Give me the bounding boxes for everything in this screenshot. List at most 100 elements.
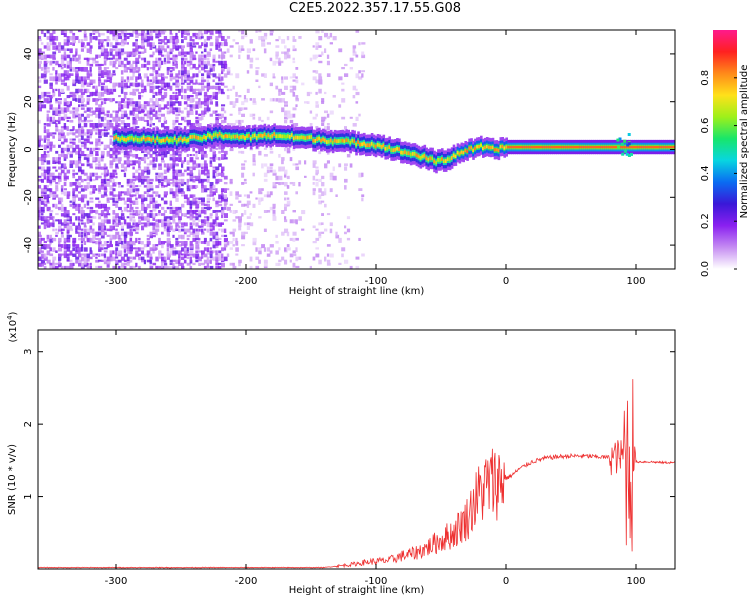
noise-speckle — [338, 76, 343, 81]
noise-speckle — [183, 250, 188, 255]
noise-speckle — [189, 222, 193, 226]
noise-speckle — [324, 228, 328, 232]
noise-speckle — [49, 237, 54, 243]
noise-speckle — [149, 262, 152, 267]
noise-speckle — [292, 182, 296, 186]
noise-speckle — [98, 244, 101, 249]
noise-speckle — [166, 67, 170, 71]
noise-speckle — [155, 32, 160, 36]
noise-speckle — [120, 222, 124, 225]
noise-speckle — [152, 51, 155, 56]
noise-speckle — [158, 85, 161, 88]
noise-speckle — [80, 244, 84, 249]
signal-band-cell — [382, 143, 386, 148]
noise-speckle — [103, 185, 107, 190]
noise-speckle — [146, 237, 150, 241]
noise-speckle — [98, 163, 101, 167]
noise-speckle — [169, 76, 173, 82]
noise-speckle — [172, 95, 176, 100]
noise-speckle — [95, 172, 98, 176]
noise-speckle — [263, 247, 267, 252]
noise-speckle — [186, 82, 191, 85]
noise-speckle — [66, 150, 70, 155]
noise-speckle — [55, 213, 59, 216]
signal-band-cell — [234, 134, 237, 139]
signal-blob-cell — [621, 152, 625, 156]
noise-speckle — [281, 210, 285, 214]
noise-speckle — [232, 237, 235, 242]
noise-speckle — [106, 154, 110, 157]
noise-speckle — [43, 157, 47, 161]
noise-speckle — [132, 172, 136, 176]
noise-speckle — [152, 228, 157, 233]
noise-speckle — [46, 95, 51, 98]
signal-band-cell — [513, 145, 516, 149]
noise-speckle — [109, 197, 114, 200]
signal-band-cell — [653, 145, 657, 149]
noise-speckle — [201, 210, 205, 214]
noise-speckle — [143, 175, 148, 179]
noise-speckle — [38, 203, 41, 208]
noise-speckle — [275, 241, 279, 244]
noise-speckle — [258, 200, 261, 205]
noise-speckle — [58, 116, 61, 121]
noise-speckle — [158, 150, 161, 156]
noise-speckle — [284, 110, 288, 116]
noise-speckle — [326, 36, 330, 40]
noise-speckle — [49, 141, 53, 146]
noise-speckle — [201, 231, 205, 235]
noise-speckle — [246, 225, 250, 230]
noise-speckle — [258, 36, 263, 41]
noise-speckle — [143, 169, 148, 173]
noise-speckle — [135, 70, 140, 73]
noise-speckle — [284, 216, 287, 220]
noise-speckle — [92, 237, 95, 242]
noise-speckle — [63, 42, 68, 46]
noise-speckle — [66, 265, 71, 269]
signal-band-cell — [585, 145, 588, 149]
noise-speckle — [195, 253, 200, 259]
noise-speckle — [66, 225, 70, 230]
noise-speckle — [221, 228, 225, 233]
signal-band-cell — [173, 136, 177, 141]
noise-speckle — [278, 98, 282, 103]
noise-speckle — [80, 91, 85, 95]
noise-speckle — [215, 144, 219, 147]
noise-speckle — [181, 222, 185, 226]
noise-speckle — [40, 104, 44, 109]
noise-speckle — [218, 250, 222, 254]
signal-band-cell — [398, 147, 401, 152]
noise-speckle — [69, 129, 74, 132]
noise-speckle — [63, 237, 68, 242]
noise-speckle — [92, 157, 97, 160]
noise-speckle — [75, 256, 80, 260]
noise-speckle — [281, 91, 286, 95]
noise-speckle — [115, 157, 119, 162]
noise-speckle — [58, 244, 62, 247]
noise-speckle — [163, 82, 168, 88]
noise-speckle — [143, 210, 147, 214]
noise-speckle — [120, 48, 125, 53]
noise-speckle — [292, 85, 297, 91]
noise-speckle — [169, 210, 173, 214]
noise-speckle — [118, 36, 123, 40]
noise-speckle — [158, 237, 161, 241]
noise-speckle — [258, 259, 261, 264]
noise-speckle — [112, 48, 116, 51]
noise-speckle — [146, 259, 151, 263]
noise-speckle — [175, 91, 178, 95]
signal-band-cell — [201, 136, 204, 141]
x-tick-label: -200 — [235, 576, 258, 587]
noise-speckle — [66, 216, 70, 219]
noise-speckle — [169, 163, 173, 168]
noise-speckle — [83, 119, 87, 123]
noise-speckle — [221, 54, 226, 59]
noise-speckle — [86, 206, 90, 210]
noise-speckle — [63, 48, 67, 52]
noise-speckle — [255, 265, 260, 269]
noise-speckle — [183, 88, 187, 94]
noise-speckle — [103, 231, 107, 235]
signal-band-cell — [230, 135, 233, 140]
noise-speckle — [286, 110, 291, 114]
